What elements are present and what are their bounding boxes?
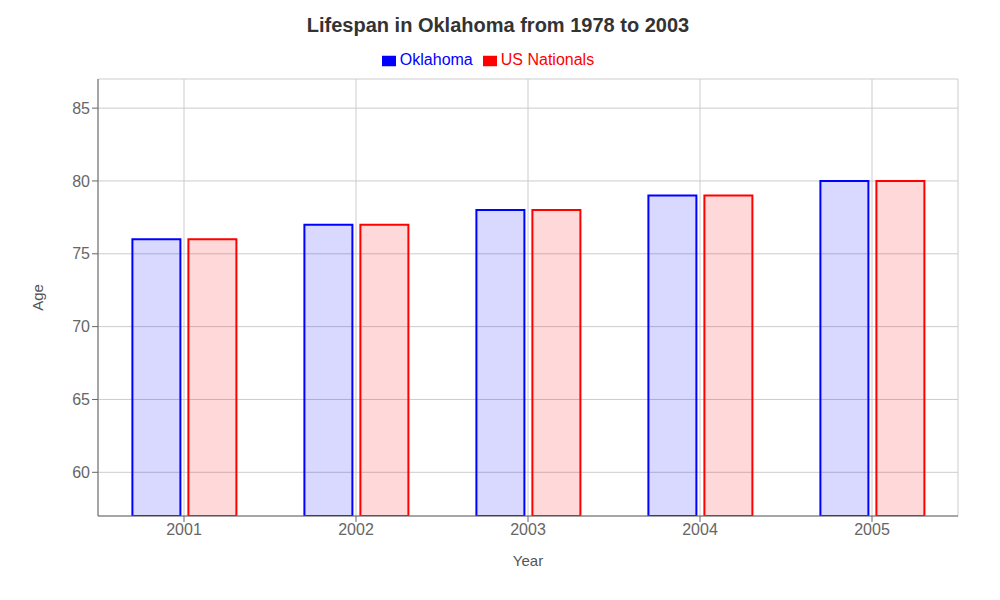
svg-text:70: 70 bbox=[72, 318, 90, 335]
svg-text:2004: 2004 bbox=[682, 521, 718, 538]
svg-text:2001: 2001 bbox=[166, 521, 202, 538]
svg-text:2002: 2002 bbox=[338, 521, 374, 538]
svg-text:75: 75 bbox=[72, 245, 90, 262]
svg-text:65: 65 bbox=[72, 391, 90, 408]
svg-text:Age: Age bbox=[29, 284, 46, 311]
html-text:Oklahoma: Oklahoma bbox=[399, 51, 473, 68]
svg-text:60: 60 bbox=[72, 464, 90, 481]
html-text:Lifespan in Oklahoma from 1978: Lifespan in Oklahoma from 1978 to 2003 bbox=[306, 14, 690, 36]
svg-text:Year: Year bbox=[513, 552, 543, 569]
svg-text:85: 85 bbox=[72, 100, 90, 117]
svg-text:80: 80 bbox=[72, 173, 90, 190]
svg-text:2005: 2005 bbox=[854, 521, 890, 538]
html-text:US Nationals: US Nationals bbox=[500, 51, 595, 68]
svg-text:2003: 2003 bbox=[510, 521, 546, 538]
